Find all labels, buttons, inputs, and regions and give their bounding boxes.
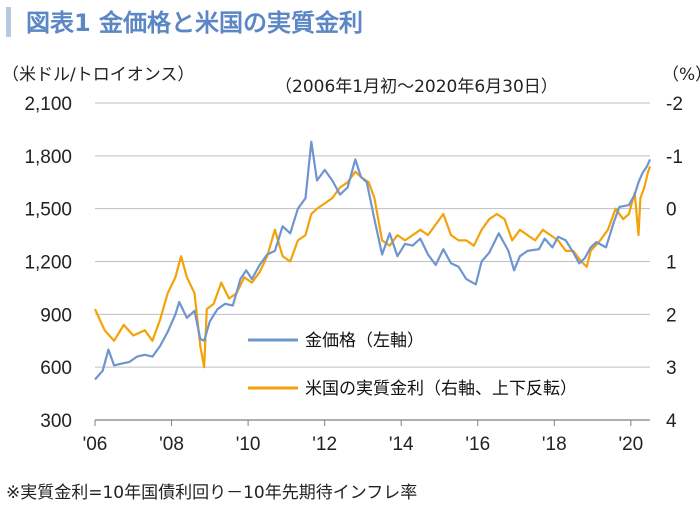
legend: 金価格（左軸） 米国の実質金利（右軸、上下反転） (248, 331, 577, 399)
right-axis-ticks: 4 3 2 1 0 -1 -2 (666, 94, 683, 432)
x-tick-label: '10 (236, 434, 261, 455)
date-range-subtitle: （2006年1月初～2020年6月30日） (275, 77, 558, 97)
legend-label-gold: 金価格（左軸） (305, 331, 424, 351)
title-accent-bar (6, 7, 11, 37)
right-tick-label: 2 (666, 305, 677, 326)
left-tick-label: 2,100 (24, 94, 72, 115)
left-tick-label: 300 (40, 411, 72, 432)
left-tick-label: 1,800 (24, 147, 72, 168)
right-tick-label: -2 (666, 94, 683, 115)
right-tick-label: -1 (666, 147, 683, 168)
x-tick-label: '20 (618, 434, 643, 455)
left-tick-label: 600 (40, 358, 72, 379)
left-tick-label: 1,200 (24, 253, 72, 274)
left-axis-unit: （米ドル/トロイオンス） (2, 65, 194, 85)
left-tick-label: 900 (40, 305, 72, 326)
right-tick-label: 3 (666, 358, 677, 379)
right-tick-label: 4 (666, 411, 677, 432)
right-axis-unit: （%） (662, 65, 700, 85)
series-lines (93, 140, 652, 381)
gold-price-line (94, 140, 652, 381)
x-tick-label: '18 (542, 434, 567, 455)
left-tick-label: 1,500 (24, 200, 72, 221)
legend-label-rate: 米国の実質金利（右軸、上下反転） (305, 379, 577, 399)
x-tick-label: '14 (389, 434, 414, 455)
right-tick-label: 0 (666, 200, 677, 221)
x-tick-label: '08 (159, 434, 184, 455)
x-axis-ticks: '06 '08 '10 '12 '14 '16 '18 '20 (83, 420, 643, 455)
gridlines (95, 102, 650, 421)
right-tick-label: 1 (666, 253, 677, 274)
chart-title: 図表1 金価格と米国の実質金利 (26, 9, 363, 37)
x-tick-label: '06 (83, 434, 108, 455)
left-axis-ticks: 300 600 900 1,200 1,500 1,800 2,100 (24, 94, 72, 432)
x-tick-label: '16 (465, 434, 490, 455)
footnote: ※実質金利=10年国債利回り－10年先期待インフレ率 (6, 483, 417, 503)
x-tick-label: '12 (312, 434, 337, 455)
